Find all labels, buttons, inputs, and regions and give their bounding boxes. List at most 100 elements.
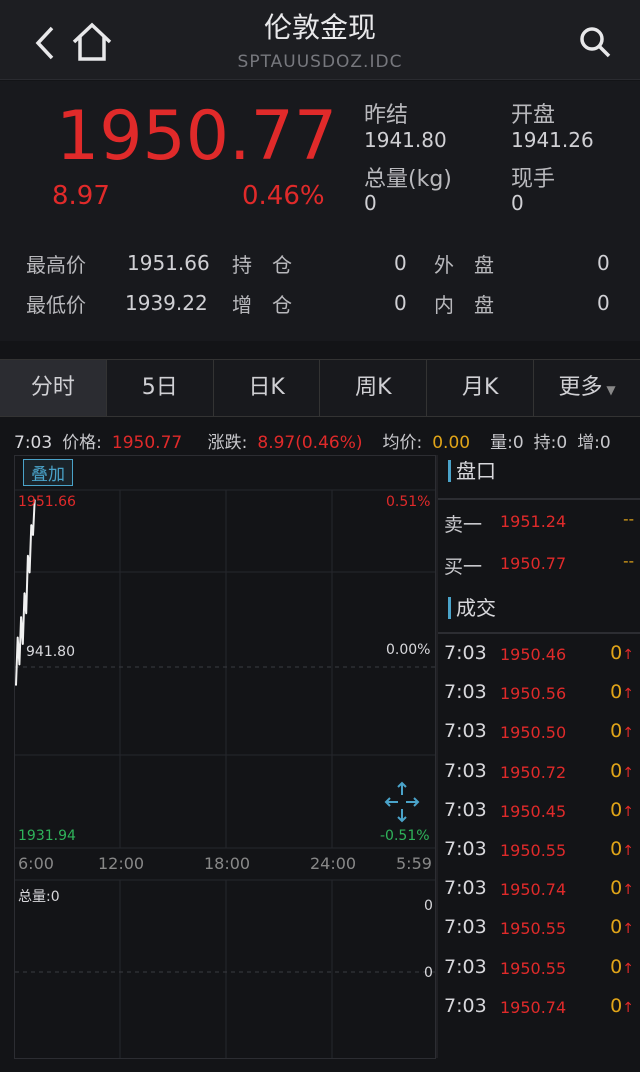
price-point xyxy=(32,534,34,536)
price-point xyxy=(18,663,21,666)
y-top-label: 1951.66 xyxy=(18,494,76,510)
quote-panel: 1950.77 8.97 0.46% 昨结 1941.80 开盘 1941.26… xyxy=(0,81,640,341)
trade-row: 7:03 1950.46 0 ↑ xyxy=(444,642,634,668)
tab-daily-k[interactable]: 日K xyxy=(214,360,321,416)
overlay-button[interactable]: 叠加 xyxy=(23,459,73,486)
arrow-up-icon: ↑ xyxy=(622,882,634,899)
price-point xyxy=(23,592,26,594)
trade-time: 7:03 xyxy=(444,955,487,978)
expand-icon[interactable] xyxy=(384,781,420,823)
arrow-up-icon: ↑ xyxy=(622,921,634,938)
trade-time: 7:03 xyxy=(444,681,487,704)
trade-row: 7:03 1950.72 0 ↑ xyxy=(444,760,634,786)
caret-down-icon: ▼ xyxy=(602,383,616,397)
sell-price: 1951.24 xyxy=(500,512,567,531)
arrow-up-icon: ↑ xyxy=(622,686,634,703)
trade-vol: 0 xyxy=(610,877,623,900)
trades-title: 成交 xyxy=(448,597,496,619)
orderbook-title: 盘口 xyxy=(448,460,496,482)
intraday-chart xyxy=(14,455,438,1059)
price-point xyxy=(22,643,24,645)
high: 1951.66 xyxy=(127,251,210,275)
price-point xyxy=(25,612,28,615)
trade-vol: 0 xyxy=(610,681,623,704)
info-chg: 8.97(0.46%) xyxy=(257,433,363,453)
trade-time: 7:03 xyxy=(444,916,487,939)
prev-close: 1941.80 xyxy=(364,128,447,152)
last-price: 1950.77 xyxy=(56,97,338,176)
trade-row: 7:03 1950.45 0 ↑ xyxy=(444,799,634,825)
trade-time: 7:03 xyxy=(444,838,487,860)
trade-row: 7:03 1950.55 0 ↑ xyxy=(444,838,634,864)
open: 1941.26 xyxy=(511,128,594,152)
oi-add: 0 xyxy=(394,291,407,315)
trade-price: 1950.72 xyxy=(500,762,567,782)
trade-vol: 0 xyxy=(610,994,623,1017)
low-label: 最低价 xyxy=(26,293,86,317)
outer-label: 外 盘 xyxy=(434,253,494,277)
buy-vol: -- xyxy=(623,552,634,570)
trade-row: 7:03 1950.56 0 ↑ xyxy=(444,681,634,707)
info-avg-label: 均价: xyxy=(382,433,423,453)
volume-label: 总量(kg) xyxy=(364,167,452,192)
trade-time: 7:03 xyxy=(444,720,487,743)
trade-price: 1950.55 xyxy=(500,919,567,939)
price-point xyxy=(16,636,19,639)
last-vol-label: 现手 xyxy=(511,167,556,192)
trade-vol: 0 xyxy=(610,798,623,821)
arrow-up-icon: ↑ xyxy=(622,764,634,781)
x-tick: 5:59 xyxy=(396,854,432,873)
tab-monthly-k[interactable]: 月K xyxy=(427,360,535,416)
y-bot-label: 1931.94 xyxy=(18,828,76,844)
tab-5day[interactable]: 5日 xyxy=(107,360,214,416)
price-point xyxy=(15,684,17,686)
trade-price: 1950.50 xyxy=(500,723,567,743)
grid xyxy=(15,489,435,1058)
search-icon[interactable] xyxy=(578,25,612,59)
trade-row: 7:03 1950.74 0 ↑ xyxy=(444,877,634,903)
sell-label: 卖一 xyxy=(444,514,483,536)
sell-vol: -- xyxy=(623,510,634,528)
tab-more-label: 更多 xyxy=(558,375,603,400)
last-vol: 0 xyxy=(511,191,524,215)
trade-vol: 0 xyxy=(610,642,623,664)
page-title: 伦敦金现 xyxy=(263,11,376,44)
info-price: 1950.77 xyxy=(111,433,183,453)
trade-vol: 0 xyxy=(610,759,623,782)
change-pct: 0.46% xyxy=(242,181,325,211)
y-mid-label: 941.80 xyxy=(26,644,75,660)
price-line xyxy=(15,499,36,686)
header: 伦敦金现 SPTAUUSDOZ.IDC xyxy=(0,0,640,80)
x-tick: 12:00 xyxy=(98,854,145,873)
price-point xyxy=(27,554,29,557)
open-label: 开盘 xyxy=(511,103,556,128)
pct-bot-label: -0.51% xyxy=(380,828,430,844)
chart-frame xyxy=(14,455,436,1059)
vol-mid-label: 0 xyxy=(424,965,433,981)
outer: 0 xyxy=(597,251,610,275)
tab-intraday[interactable]: 分时 xyxy=(0,360,107,416)
oi-add-label: 增 仓 xyxy=(232,293,292,317)
inner: 0 xyxy=(597,291,610,315)
oi: 0 xyxy=(394,251,407,275)
arrow-up-icon: ↑ xyxy=(622,843,634,859)
buy-price: 1950.77 xyxy=(500,554,567,573)
pct-top-label: 0.51% xyxy=(386,494,431,510)
price-point xyxy=(30,524,33,526)
tab-more[interactable]: 更多 ▼ xyxy=(534,360,640,416)
trade-time: 7:03 xyxy=(444,877,487,900)
back-icon[interactable] xyxy=(34,26,56,60)
trade-time: 7:03 xyxy=(444,759,487,782)
arrow-up-icon: ↑ xyxy=(622,725,634,742)
trade-vol: 0 xyxy=(610,916,623,939)
trade-vol: 0 xyxy=(610,720,623,743)
home-icon[interactable] xyxy=(70,22,114,62)
price-point xyxy=(33,499,36,501)
x-tick: 24:00 xyxy=(310,854,357,873)
tab-weekly-k[interactable]: 周K xyxy=(320,360,428,416)
trade-price: 1950.45 xyxy=(500,801,567,821)
info-price-label: 价格: xyxy=(62,433,102,453)
vol-top-label: 0 xyxy=(424,898,433,914)
trade-price: 1950.74 xyxy=(500,997,567,1017)
high-label: 最高价 xyxy=(26,253,86,277)
